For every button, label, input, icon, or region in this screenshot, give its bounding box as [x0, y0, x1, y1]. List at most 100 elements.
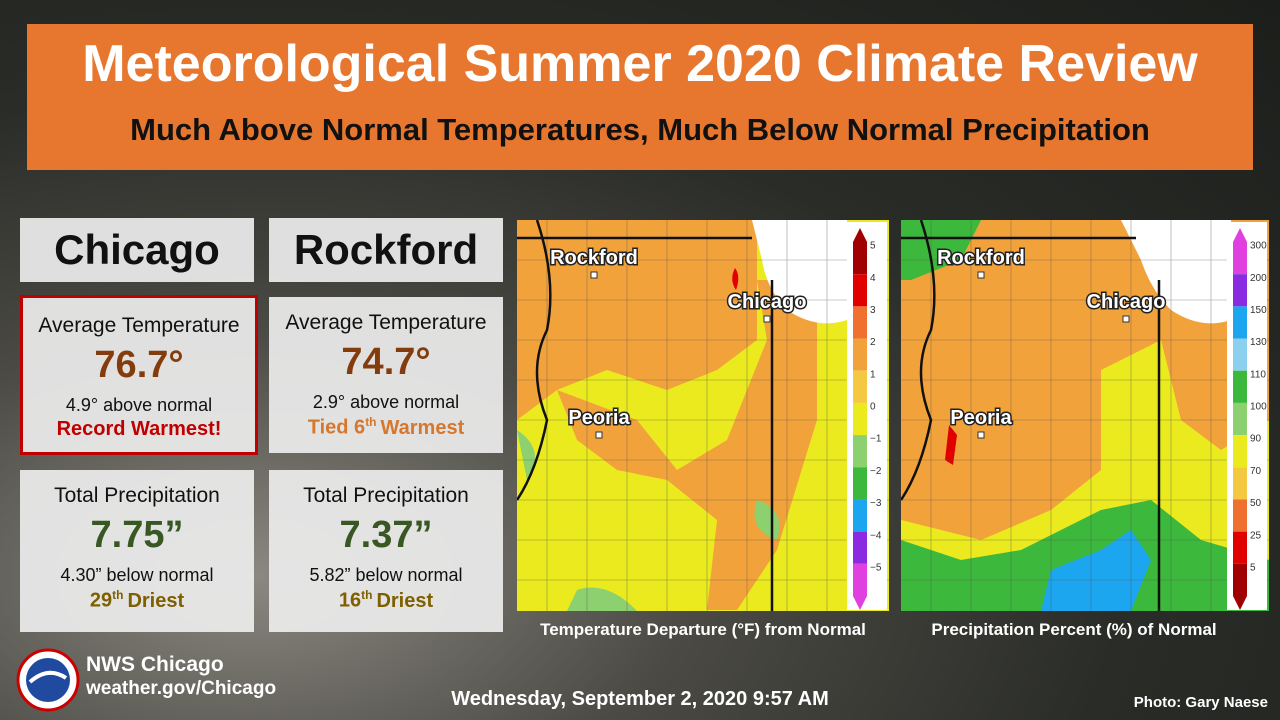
legend-label: 25	[1250, 530, 1262, 541]
county-lines	[517, 220, 889, 611]
legend-swatch	[1233, 274, 1247, 307]
city-dot	[595, 431, 603, 439]
legend-swatch	[853, 274, 867, 307]
stat-label: Average Temperature	[285, 311, 487, 334]
stat-card: Average Temperature 74.7° 2.9° above nor…	[269, 297, 503, 453]
stat-card: Average Temperature 76.7° 4.9° above nor…	[20, 295, 258, 455]
legend-swatch	[1233, 306, 1247, 339]
legend-label: −2	[870, 466, 882, 477]
stat-value: 7.37”	[339, 514, 433, 556]
stat-rank: Record Warmest!	[23, 418, 255, 441]
legend-swatch	[853, 370, 867, 403]
legend-swatch	[1233, 370, 1247, 403]
rank-text: 16	[338, 589, 362, 612]
stat-rank: Tied 6th Warmest	[269, 415, 503, 440]
map-region	[1041, 530, 1151, 611]
legend-label: 70	[1250, 466, 1262, 477]
rank-suffix: th	[361, 588, 373, 602]
legend-label: −1	[870, 434, 882, 445]
lake	[752, 220, 847, 324]
map-caption: Temperature Departure (°F) from Normal	[540, 620, 866, 639]
stat-departure: 4.30” below normal	[60, 565, 214, 585]
stat-label: Total Precipitation	[303, 484, 469, 507]
stat-value: 7.75”	[90, 514, 184, 556]
legend-cap	[853, 228, 867, 242]
legend-swatch	[1233, 435, 1247, 468]
map-region	[557, 280, 817, 610]
map-region	[517, 220, 757, 420]
legend-swatch	[1233, 499, 1247, 532]
legend-label: 5	[870, 241, 876, 252]
stat-value: 76.7°	[94, 344, 184, 386]
legend-swatch	[1233, 531, 1247, 564]
map-region	[732, 268, 739, 290]
state-border	[901, 220, 1161, 611]
map-region	[945, 425, 957, 465]
city-label: Rockford	[937, 247, 1025, 269]
legend-swatch	[1233, 338, 1247, 371]
legend-label: 4	[870, 273, 876, 284]
stat-label: Average Temperature	[38, 314, 240, 337]
rank-text: Warmest	[380, 416, 465, 439]
stat-rank: 29th Driest	[20, 588, 254, 613]
legend-label: 90	[1250, 434, 1262, 445]
stat-value: 74.7°	[341, 341, 431, 383]
legend-swatch	[1233, 467, 1247, 500]
legend-label: 150	[1250, 305, 1267, 316]
nws-logo	[16, 648, 80, 712]
legend-swatch	[853, 499, 867, 532]
legend-swatch	[853, 402, 867, 436]
city-dot	[977, 431, 985, 439]
photo-credit: Photo: Gary Naese	[1133, 694, 1268, 711]
city-label: Chicago	[728, 291, 807, 313]
stat-label: Total Precipitation	[54, 484, 220, 507]
city-label: Peoria	[950, 407, 1012, 429]
legend-swatch	[1233, 563, 1247, 596]
legend-label: −5	[870, 562, 882, 573]
map-region	[901, 500, 1269, 611]
legend-label: 2	[870, 337, 876, 348]
legend-swatch	[853, 242, 867, 275]
legend-swatch	[853, 306, 867, 339]
station-name: Rockford	[269, 218, 503, 282]
city-dot	[1122, 315, 1130, 323]
legend-label: 5	[1250, 562, 1256, 573]
legend-cap	[853, 596, 867, 610]
stat-card: Total Precipitation 7.37” 5.82” below no…	[269, 470, 503, 632]
map-region	[901, 220, 981, 280]
rank-suffix: th	[365, 415, 377, 429]
office-name: NWS Chicago	[86, 653, 224, 676]
office-url: weather.gov/Chicago	[86, 678, 277, 699]
city-dot	[763, 315, 771, 323]
station-name: Chicago	[20, 218, 254, 282]
legend-label: 130	[1250, 337, 1267, 348]
rank-text: Driest	[376, 589, 434, 612]
map-caption: Precipitation Percent (%) of Normal	[931, 620, 1217, 639]
rank-text: Record Warmest!	[56, 418, 222, 440]
county-lines	[901, 220, 1269, 611]
rank-text: Tied 6	[307, 416, 366, 439]
legend-label: 110	[1250, 369, 1266, 380]
legend-cap	[1233, 596, 1247, 610]
city-label: Chicago	[1087, 291, 1166, 313]
city-label: Peoria	[568, 407, 630, 429]
legend-cap	[1233, 228, 1247, 242]
legend-swatch	[853, 435, 867, 468]
map-region	[567, 500, 780, 611]
banner: Meteorological Summer 2020 Climate Revie…	[27, 24, 1253, 170]
legend-swatch	[853, 338, 867, 371]
city-dot	[977, 271, 985, 279]
rank-text: Driest	[127, 589, 185, 612]
rank-suffix: th	[112, 588, 124, 602]
legend-label: 3	[870, 305, 876, 316]
legend-label: 200	[1250, 273, 1267, 284]
rank-text: 29	[89, 589, 113, 612]
precipitation-map: Rockford Chicago Peoria 300 200 150 130 110 100 9…	[901, 220, 1269, 611]
title: Meteorological Summer 2020 Climate Revie…	[82, 35, 1198, 93]
city-dot	[590, 271, 598, 279]
legend-swatch	[853, 531, 867, 564]
legend-label: 300	[1250, 241, 1267, 252]
state-border	[517, 220, 774, 611]
legend-swatch	[1233, 402, 1247, 436]
